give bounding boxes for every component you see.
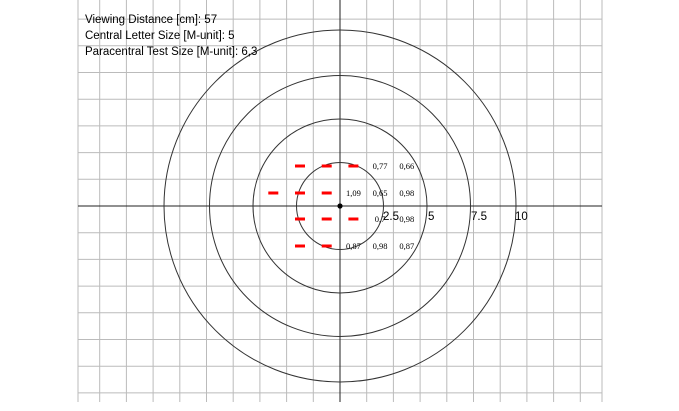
threshold-value: 0,77 (373, 161, 388, 171)
paracentral-test-size-label: Paracentral Test Size [M-unit]: 6,3 (85, 46, 257, 58)
ring-label: 10 (515, 211, 528, 223)
test-marker (321, 244, 332, 248)
ring-label: 7.5 (471, 211, 487, 223)
eccentricity-ring (163, 29, 517, 383)
eccentricity-ring (252, 118, 428, 294)
threshold-value: 0,65 (373, 188, 388, 198)
threshold-value: 0,66 (399, 161, 414, 171)
threshold-value: 0,87 (346, 241, 361, 251)
test-marker (321, 217, 332, 221)
test-marker (295, 244, 305, 248)
ring-label: 5 (428, 211, 434, 223)
viewing-distance-label: Viewing Distance [cm]: 57 (85, 14, 217, 26)
test-marker (321, 164, 332, 168)
test-marker (295, 164, 305, 168)
threshold-value: 1,09 (346, 188, 361, 198)
test-marker (348, 164, 359, 168)
central-letter-size-label: Central Letter Size [M-unit]: 5 (85, 30, 235, 42)
threshold-value: 0,87 (399, 241, 414, 251)
threshold-value: 0,98 (399, 214, 414, 224)
eccentricity-ring (296, 162, 384, 250)
fixation-dot (337, 203, 343, 209)
ring-label: 2.5 (383, 211, 399, 223)
test-marker (348, 217, 359, 221)
threshold-value: 0,7 (375, 214, 386, 224)
eccentricity-ring (209, 75, 471, 337)
test-marker (321, 191, 332, 195)
threshold-value: 0,98 (373, 241, 388, 251)
threshold-value: 0,98 (399, 188, 414, 198)
test-marker (295, 217, 305, 221)
test-marker (295, 191, 305, 195)
test-marker (268, 191, 279, 195)
